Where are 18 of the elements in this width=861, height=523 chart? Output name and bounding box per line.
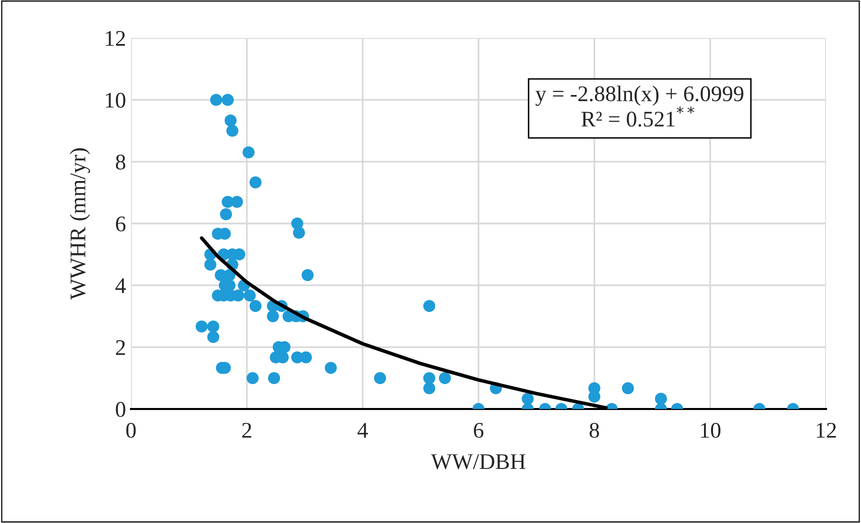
y-tick-label: 0	[116, 402, 126, 417]
x-tick-label: 8	[590, 422, 600, 438]
annotation: R² = 0.521$^{**}$	[581, 106, 694, 127]
x-tick-label: 6	[474, 422, 484, 438]
y-tick-label: 4	[115, 278, 126, 294]
x-tick-label: 2	[242, 422, 252, 438]
y-tick-label: 2	[116, 340, 125, 355]
x-tick-label: 10	[701, 422, 720, 438]
y-tick-label: 12	[106, 30, 125, 46]
x-tick-label: 4	[358, 422, 368, 438]
y-tick-label: 6	[116, 216, 126, 232]
y-tick-label: 8	[116, 154, 126, 170]
y-axis-title: WWHR (mm/yr)	[70, 148, 90, 300]
x-tick-label: 0	[126, 422, 136, 438]
x-tick-label: 12	[816, 422, 836, 438]
y-tick-label: 10	[106, 92, 126, 108]
annotation: y = -2.88ln(x) + 6.0999	[536, 86, 744, 106]
x-axis-title: WW/DBH	[431, 454, 526, 470]
